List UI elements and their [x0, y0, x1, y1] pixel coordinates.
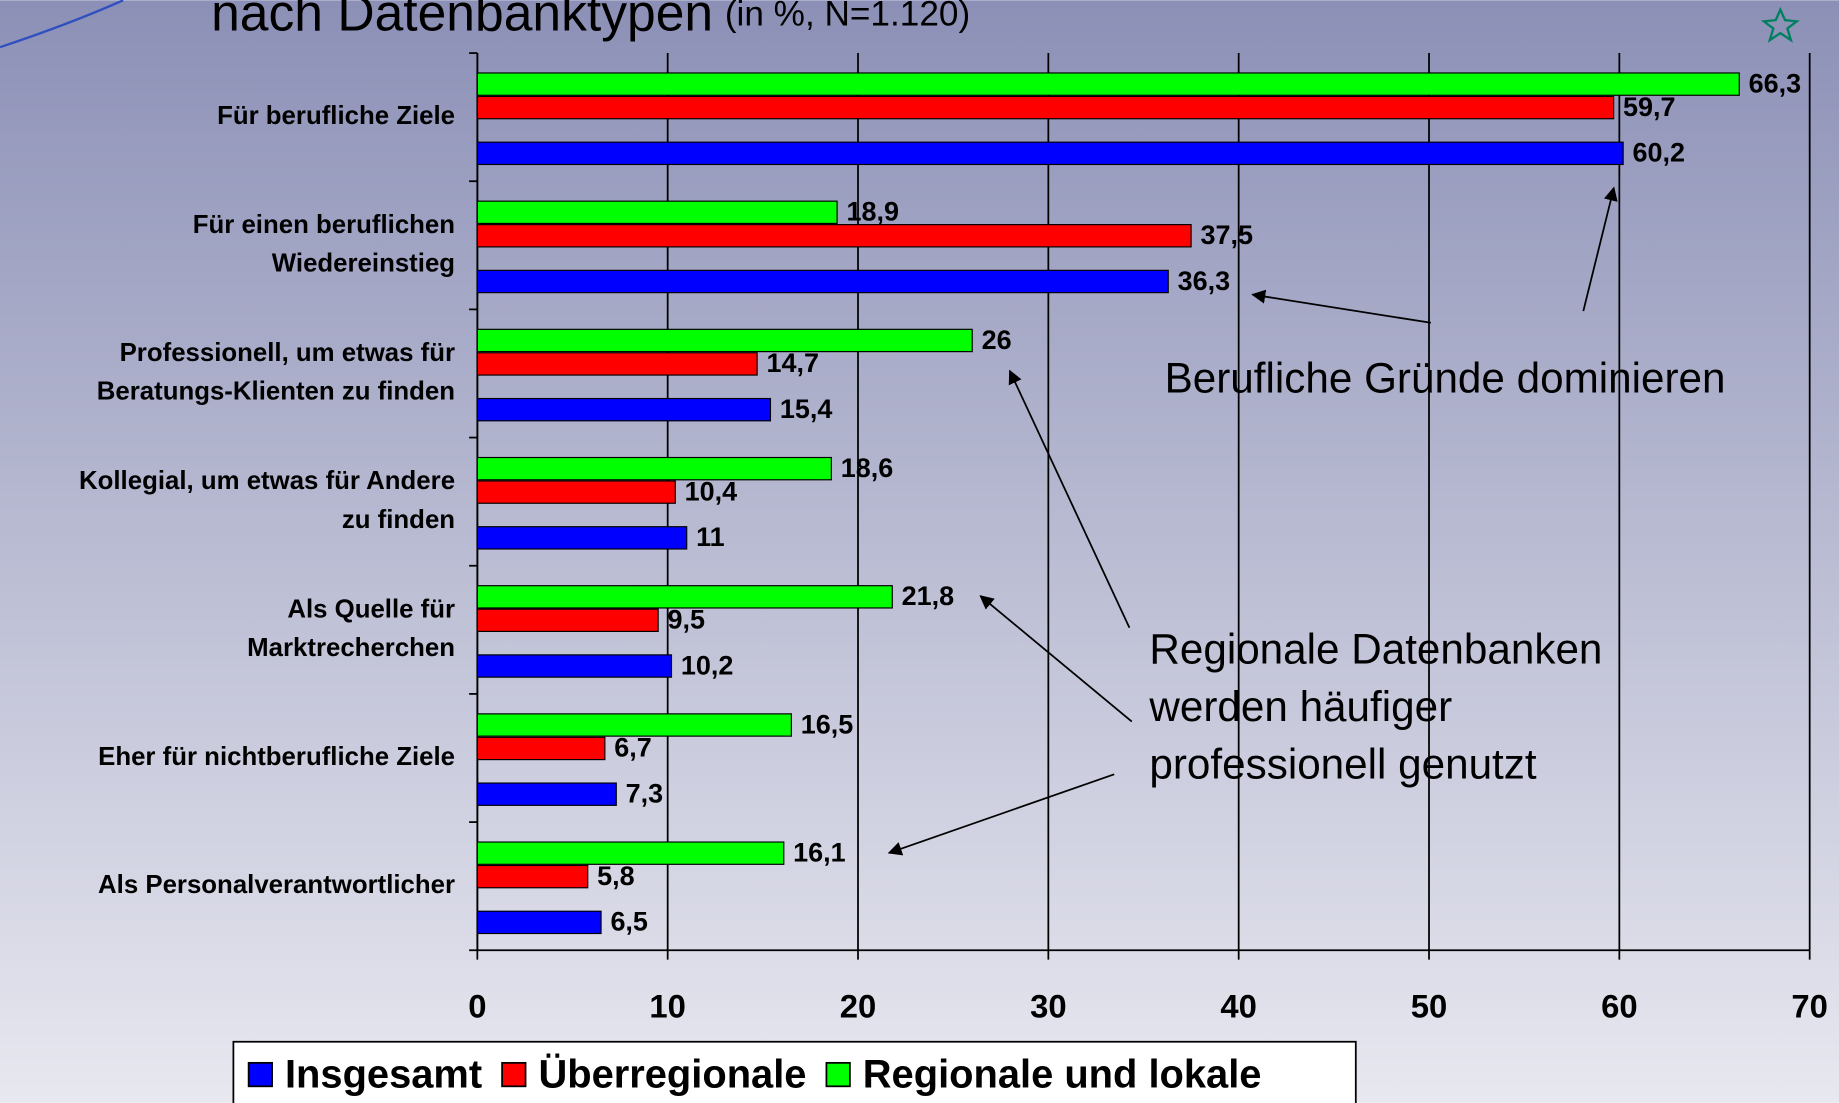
- x-tick-label: 20: [840, 988, 877, 1025]
- bar: [476, 200, 838, 225]
- bar: [476, 397, 772, 422]
- annotation: werden häufiger: [1148, 683, 1452, 730]
- value-label: 6,7: [614, 733, 652, 763]
- arrow: [1251, 289, 1431, 324]
- bar: [476, 910, 602, 935]
- bar: [476, 352, 758, 376]
- value-label: 16,5: [801, 709, 854, 739]
- y-tick-label: Für einen beruflichen: [193, 211, 455, 239]
- x-tick-label: 60: [1601, 988, 1638, 1025]
- bar: [476, 480, 676, 504]
- legend-box: [232, 1040, 1357, 1103]
- bar: [476, 224, 1192, 248]
- bar: [476, 782, 617, 806]
- value-label: 21,8: [902, 581, 954, 611]
- title: nach Datenbanktypen: [211, 0, 713, 41]
- legend-label: Insgesamt: [285, 1052, 482, 1096]
- bar: [476, 608, 659, 633]
- value-label: 10,2: [681, 650, 734, 680]
- y-tick-label: zu finden: [342, 506, 455, 534]
- value-label: 7,3: [626, 778, 663, 808]
- legend-label: Überregionale: [538, 1051, 806, 1096]
- value-label: 9,5: [668, 605, 705, 635]
- value-label: 37,5: [1200, 220, 1253, 250]
- y-tick-label: Professionell, um etwas für: [120, 339, 455, 367]
- value-label: 66,3: [1749, 68, 1802, 98]
- y-tick-label: Beratungs-Klienten zu finden: [97, 378, 455, 406]
- y-tick-label: Als Quelle für: [287, 595, 455, 623]
- x-tick-label: 50: [1411, 988, 1448, 1025]
- y-tick-label: Wiedereinstieg: [272, 249, 455, 277]
- star-icon: [1760, 6, 1800, 43]
- bar: [476, 456, 832, 481]
- x-tick-label: 30: [1030, 988, 1067, 1025]
- arrow: [979, 595, 1133, 723]
- y-tick-label: Als Personalverantwortlicher: [98, 871, 455, 899]
- y-tick-label: Marktrecherchen: [247, 634, 455, 662]
- value-label: 6,5: [610, 907, 647, 937]
- value-label: 60,2: [1633, 138, 1686, 168]
- bar: [476, 526, 688, 550]
- subtitle: (in %, N=1.120): [725, 0, 970, 34]
- bar: [476, 713, 792, 737]
- y-tick-label: Eher für nichtberufliche Ziele: [98, 743, 455, 771]
- bar: [476, 72, 1740, 96]
- bar: [476, 95, 1615, 120]
- legend: Insgesamt Überregionale Regionale und loka…: [232, 1040, 1357, 1103]
- arrow: [1008, 369, 1131, 629]
- arrow: [1582, 186, 1618, 312]
- legend-swatch: [247, 1061, 273, 1088]
- value-label: 11: [696, 522, 725, 552]
- arrow: [887, 773, 1115, 856]
- bar: [476, 841, 785, 865]
- x-tick-label: 70: [1791, 988, 1828, 1025]
- value-label: 15,4: [780, 394, 833, 424]
- value-label: 5,8: [597, 861, 634, 891]
- legend-label: Regionale und lokale: [863, 1052, 1262, 1096]
- bar: [476, 269, 1169, 294]
- legend-swatch: [825, 1061, 851, 1088]
- x-tick-label: 40: [1220, 988, 1257, 1025]
- value-label: 26: [982, 325, 1012, 355]
- y-tick-label: Kollegial, um etwas für Andere: [79, 467, 455, 495]
- arrows: [887, 186, 1618, 856]
- value-label: 16,1: [793, 837, 846, 867]
- bar: [476, 654, 673, 678]
- annotation: Berufliche Gründe dominieren: [1165, 355, 1726, 402]
- bar: [476, 864, 589, 889]
- y-tick-label: Für berufliche Ziele: [217, 102, 455, 130]
- value-label: 10,4: [685, 476, 738, 506]
- decor-curve: [0, 0, 124, 49]
- bar: [476, 585, 893, 609]
- bar: [476, 328, 973, 353]
- value-label: 14,7: [767, 348, 820, 378]
- bar: [476, 141, 1624, 166]
- x-tick-label: 0: [468, 988, 486, 1025]
- chart-title: nach Datenbanktypen (in %, N=1.120): [211, 0, 970, 41]
- annotation: Regionale Datenbanken: [1149, 626, 1602, 673]
- value-label: 36,3: [1178, 266, 1230, 296]
- value-label: 59,7: [1623, 92, 1675, 122]
- x-tick-label: 10: [649, 988, 686, 1025]
- value-label: 18,6: [841, 453, 894, 483]
- bar: [476, 736, 606, 761]
- plot: 0 10 20 30 40 50 60 70 Für berufliche Ziele 60,2 5…: [79, 52, 1828, 1025]
- value-label: 18,9: [846, 197, 899, 227]
- legend-swatch: [501, 1061, 527, 1088]
- annotation: professionell genutzt: [1149, 740, 1537, 787]
